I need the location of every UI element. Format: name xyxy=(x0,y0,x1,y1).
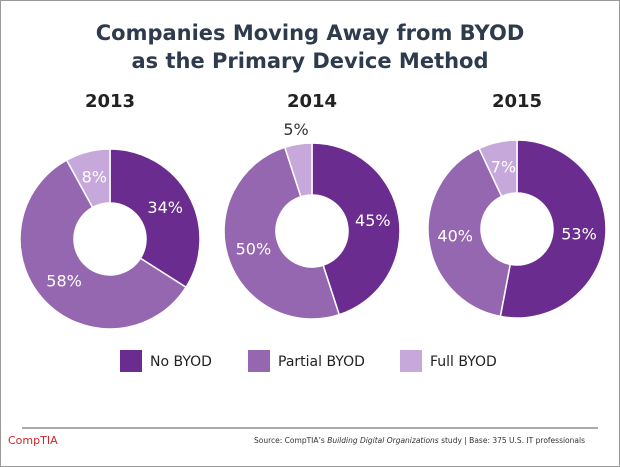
pie-slice xyxy=(283,142,313,198)
logo: CompTIA xyxy=(8,434,58,447)
pie-slice xyxy=(223,146,341,320)
source-note: Source: CompTIA’s Building Digital Organ… xyxy=(254,436,585,445)
pie-title: 2013 xyxy=(85,91,135,112)
legend-swatch xyxy=(400,350,422,372)
chart-title: as the Primary Device Method xyxy=(131,49,488,73)
legend-swatch xyxy=(120,350,142,372)
pie-slice xyxy=(427,147,512,318)
pie-title: 2015 xyxy=(492,91,542,112)
data-label: 8% xyxy=(82,167,107,186)
pie-slice xyxy=(478,139,518,198)
pie-slice xyxy=(499,139,607,319)
legend-label: Full BYOD xyxy=(430,354,497,370)
data-label: 7% xyxy=(491,158,516,177)
source-text: Source: CompTIA’s xyxy=(254,436,327,445)
data-label: 45% xyxy=(355,211,391,230)
pie-title: 2014 xyxy=(287,91,337,112)
legend-label: No BYOD xyxy=(150,354,212,370)
legend-swatch xyxy=(248,350,270,372)
pie-slice xyxy=(65,148,111,209)
pie-slice xyxy=(109,148,201,289)
pie-slice xyxy=(311,142,401,316)
source-text: study | Base: 375 U.S. IT professionals xyxy=(439,436,585,445)
pie-slice xyxy=(19,159,188,330)
data-label: 53% xyxy=(561,224,597,243)
data-label: 40% xyxy=(437,226,473,245)
data-label: 58% xyxy=(46,272,82,291)
data-label: 34% xyxy=(147,198,183,217)
data-label: 5% xyxy=(283,120,308,139)
data-label: 50% xyxy=(236,240,272,259)
legend-label: Partial BYOD xyxy=(278,354,365,370)
chart-title: Companies Moving Away from BYOD xyxy=(96,21,525,45)
source-text: Building Digital Organizations xyxy=(327,436,439,445)
